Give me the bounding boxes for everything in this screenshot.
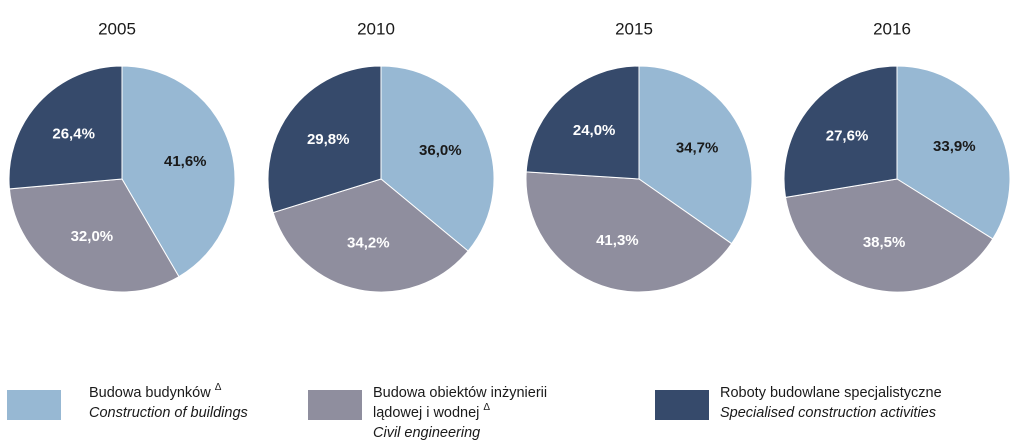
pie-slice bbox=[783, 65, 898, 198]
pie-slice bbox=[525, 171, 733, 293]
legend-name: Roboty budowlane specjalistyczne bbox=[720, 385, 942, 401]
data-label: 41,6% bbox=[164, 153, 207, 170]
pie-slice bbox=[525, 65, 640, 180]
data-label: 26,4% bbox=[52, 126, 95, 143]
chart-title: 2015 bbox=[615, 19, 653, 38]
data-label: 27,6% bbox=[826, 128, 869, 145]
chart-title: 2010 bbox=[357, 19, 395, 38]
data-label: 29,8% bbox=[307, 131, 350, 148]
chart-title: 2005 bbox=[98, 19, 136, 38]
pie-slice bbox=[272, 178, 469, 293]
legend-translation: Construction of buildings bbox=[89, 405, 248, 421]
data-label: 38,5% bbox=[863, 234, 906, 251]
legend-note: Δ bbox=[483, 402, 490, 413]
data-label: 33,9% bbox=[933, 138, 976, 155]
legend-name: lądowej i wodnej bbox=[373, 405, 479, 421]
pie-slice bbox=[267, 65, 382, 214]
legend-swatch bbox=[655, 390, 709, 420]
pie-slice bbox=[380, 65, 495, 252]
legend-note: Δ bbox=[215, 382, 222, 393]
legend-text: Budowa obiektów inżynierii bbox=[373, 385, 547, 401]
pie-slice bbox=[8, 65, 123, 190]
legend-text: lądowej i wodnej Δ bbox=[373, 402, 490, 421]
pie-slice bbox=[638, 65, 753, 245]
pie-slice bbox=[8, 178, 180, 293]
legend-text: Budowa budynków Δ bbox=[89, 382, 222, 401]
legend-text: Roboty budowlane specjalistyczne bbox=[720, 385, 942, 401]
data-label: 32,0% bbox=[71, 228, 114, 245]
legend-swatch bbox=[308, 390, 362, 420]
data-label: 24,0% bbox=[573, 122, 616, 139]
data-label: 34,2% bbox=[347, 234, 390, 251]
data-label: 36,0% bbox=[419, 142, 462, 159]
legend-translation: Civil engineering bbox=[373, 425, 480, 441]
pie-slice bbox=[896, 65, 1010, 240]
data-label: 41,3% bbox=[596, 232, 639, 249]
chart-title: 2016 bbox=[873, 19, 911, 38]
pie-slice bbox=[784, 178, 994, 293]
data-label: 34,7% bbox=[676, 140, 719, 157]
pie-slice bbox=[121, 65, 236, 278]
legend-translation: Specialised construction activities bbox=[720, 405, 936, 421]
legend-name: Budowa budynków bbox=[89, 385, 211, 401]
legend-name: Budowa obiektów inżynierii bbox=[373, 385, 547, 401]
legend-swatch bbox=[7, 390, 61, 420]
